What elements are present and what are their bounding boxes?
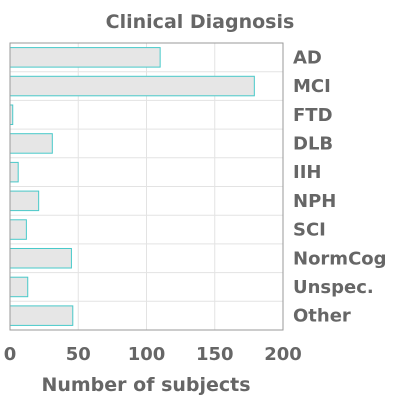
x-tick-label: 200 [264, 344, 302, 365]
chart-title: Clinical Diagnosis [106, 11, 295, 33]
category-label: NormCog [293, 248, 387, 269]
bar-normcog [9, 247, 72, 269]
category-label: NPH [293, 191, 336, 212]
category-label: Unspec. [293, 277, 374, 298]
category-labels: AD MCI FTD DLB IIH NPH SCI NormCog Unspec. Other [293, 47, 387, 326]
bar-iih [9, 161, 19, 183]
bar-unspec [9, 276, 29, 298]
category-label: Other [293, 306, 351, 327]
category-label: FTD [293, 105, 333, 126]
category-label: SCI [293, 220, 326, 241]
x-tick-label: 50 [66, 344, 91, 365]
category-label: MCI [293, 76, 331, 97]
category-label: IIH [293, 162, 321, 183]
bar-nph [9, 190, 40, 212]
bars [9, 47, 255, 326]
x-tick-label: 150 [196, 344, 234, 365]
x-tick-labels: 0 50 100 150 200 [4, 344, 302, 365]
category-label: AD [293, 47, 322, 68]
bar-dlb [9, 133, 53, 154]
bar-sci [9, 219, 27, 240]
bar-ad [9, 47, 161, 68]
bar-mci [9, 75, 255, 97]
plot-frame [9, 42, 284, 331]
x-axis-label: Number of subjects [41, 374, 250, 396]
x-tick-label: 100 [128, 344, 166, 365]
category-label: DLB [293, 133, 333, 154]
bar-other [9, 305, 74, 326]
x-tick-label: 0 [4, 344, 17, 365]
